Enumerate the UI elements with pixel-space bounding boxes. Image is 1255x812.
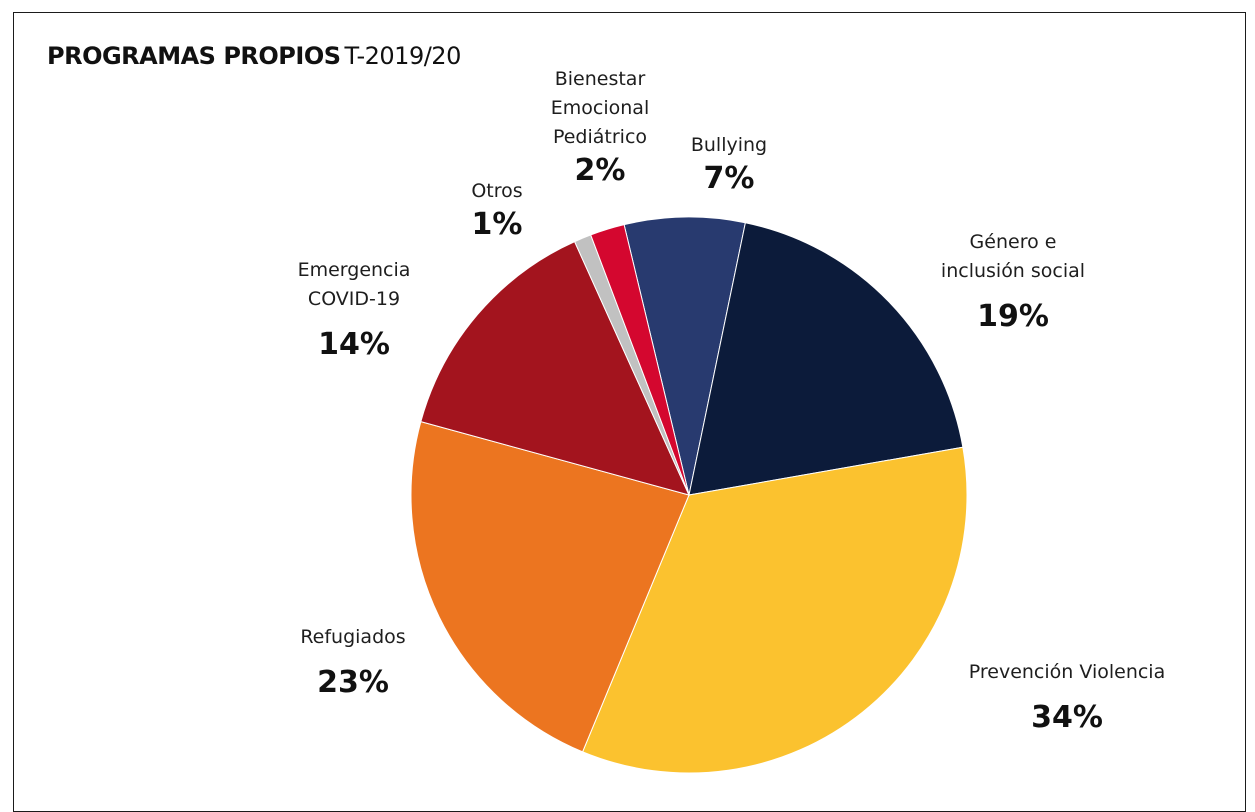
slice-label: inclusión social: [941, 260, 1085, 282]
slice-label: Emergencia: [298, 259, 411, 281]
chart-title-period: T-2019/20: [344, 42, 462, 70]
slice-label: Pediátrico: [553, 126, 647, 148]
slice-label: COVID-19: [308, 288, 400, 310]
chart-title: PROGRAMAS PROPIOS T-2019/20: [47, 42, 461, 70]
slice-label: Bullying: [691, 134, 767, 156]
slice-label: Refugiados: [300, 626, 405, 648]
chart-title-bold: PROGRAMAS PROPIOS: [47, 42, 341, 70]
pie-slice: [581, 446, 968, 774]
slice-label: Género e: [970, 231, 1057, 253]
slice-percent-label: 7%: [704, 161, 755, 196]
pie-slice: [623, 216, 746, 496]
slice-label: Bienestar: [555, 68, 646, 90]
slice-percent-label: 23%: [317, 665, 389, 700]
slice-percent-label: 2%: [575, 153, 626, 188]
slice-percent-label: 14%: [318, 327, 390, 362]
slice-label: Prevención Violencia: [969, 661, 1165, 683]
slice-label: Otros: [471, 180, 522, 202]
slice-label: Emocional: [551, 97, 649, 119]
slice-percent-label: 34%: [1031, 700, 1103, 735]
pie-slice: [590, 224, 690, 496]
pie-slice: [688, 222, 964, 496]
slice-percent-label: 19%: [977, 299, 1049, 334]
slice-percent-label: 1%: [472, 207, 523, 242]
pie-slice: [410, 421, 690, 753]
pie-slice: [420, 240, 690, 496]
